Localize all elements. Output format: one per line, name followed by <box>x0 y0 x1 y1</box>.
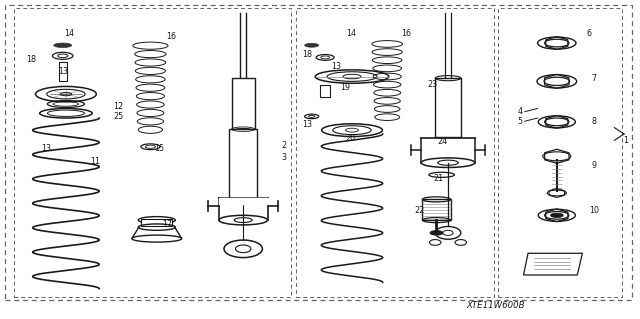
Text: 8: 8 <box>591 117 596 126</box>
Text: 16: 16 <box>401 29 412 38</box>
Bar <box>498 8 622 297</box>
Text: 3: 3 <box>281 153 286 162</box>
Text: 12: 12 <box>113 102 124 111</box>
Ellipse shape <box>550 213 563 218</box>
Text: 2: 2 <box>281 141 286 150</box>
Text: 21: 21 <box>433 174 444 183</box>
Text: 18: 18 <box>26 55 36 63</box>
Bar <box>229 129 257 198</box>
Text: 23: 23 <box>427 80 437 89</box>
Text: 25: 25 <box>113 112 124 121</box>
Text: 22: 22 <box>414 206 424 215</box>
Ellipse shape <box>430 231 443 235</box>
Polygon shape <box>524 253 582 275</box>
Bar <box>59 62 67 81</box>
Bar <box>320 85 330 97</box>
Text: 13: 13 <box>331 63 341 71</box>
Bar <box>141 219 172 226</box>
Text: 14: 14 <box>346 29 356 38</box>
Text: 20: 20 <box>346 134 356 143</box>
Ellipse shape <box>54 43 72 48</box>
Bar <box>14 8 291 297</box>
Text: 14: 14 <box>64 29 74 38</box>
Text: 19: 19 <box>340 83 351 92</box>
Text: 6: 6 <box>586 29 591 38</box>
Text: 13: 13 <box>58 67 68 76</box>
Ellipse shape <box>305 43 319 47</box>
Text: 11: 11 <box>90 157 100 166</box>
Text: 16: 16 <box>166 32 177 41</box>
Text: 9: 9 <box>591 161 596 170</box>
Text: 18: 18 <box>302 50 312 59</box>
Bar <box>232 78 255 131</box>
Text: 13: 13 <box>41 144 51 153</box>
Bar <box>422 199 451 220</box>
Text: 1: 1 <box>623 136 628 145</box>
Text: 7: 7 <box>591 74 596 83</box>
Bar <box>435 78 461 137</box>
Text: 10: 10 <box>589 206 599 215</box>
Text: 17: 17 <box>163 220 173 229</box>
Text: XTE11W600B: XTE11W600B <box>467 301 525 310</box>
Text: 5: 5 <box>517 117 522 126</box>
Bar <box>296 8 494 297</box>
Text: 24: 24 <box>438 137 448 146</box>
Text: 15: 15 <box>154 144 164 153</box>
Text: 13: 13 <box>302 120 312 129</box>
Text: 4: 4 <box>517 107 522 116</box>
